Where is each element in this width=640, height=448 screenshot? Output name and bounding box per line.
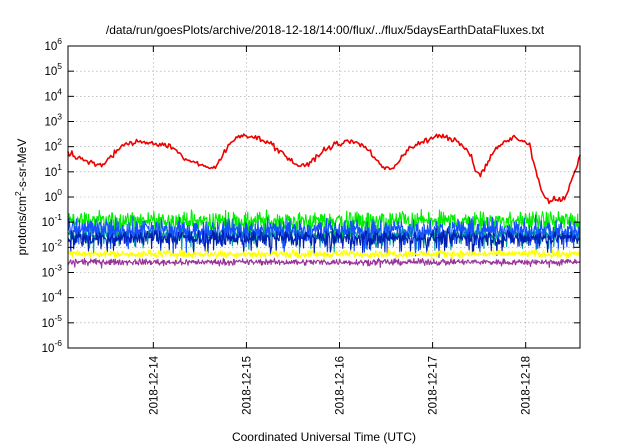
y-tick-label: 100 <box>44 187 62 204</box>
series-line <box>67 228 581 256</box>
data-series <box>67 133 581 269</box>
y-axis-label-exponent: 2 <box>13 191 23 196</box>
grid <box>68 46 580 348</box>
y-tick-label: 104 <box>44 86 62 103</box>
y-tick-label: 105 <box>44 61 62 78</box>
y-tick-label: 101 <box>44 162 62 179</box>
y-tick-label: 106 <box>44 36 62 53</box>
x-tick-labels: 2018-12-14 2018-12-15 2018-12-16 2018-12-17… <box>148 355 532 414</box>
series-line <box>67 133 581 205</box>
y-tick-label: 10-2 <box>42 237 63 254</box>
series-line <box>67 214 581 259</box>
y-axis-label-main: protons/cm <box>15 196 29 255</box>
axis-ticks <box>68 45 580 349</box>
y-tick-labels: 10-6 10-5 10-4 10-3 10-2 10-1 100 101 102 103 104 1… <box>42 36 63 355</box>
y-tick-label: 10-1 <box>42 212 63 229</box>
y-axis-label-units: -s-sr-MeV <box>15 139 29 192</box>
y-axis-label: protons/cm2-s-sr-MeV <box>13 139 29 256</box>
series-line <box>67 257 581 269</box>
chart-title: /data/run/goesPlots/archive/2018-12-18/1… <box>106 23 545 37</box>
series-line <box>67 248 581 262</box>
x-tick-label: 2018-12-18 <box>521 356 533 415</box>
x-tick-label: 2018-12-17 <box>428 356 440 415</box>
series-line <box>67 208 581 246</box>
y-tick-label: 10-6 <box>42 338 63 355</box>
x-tick-label: 2018-12-16 <box>335 356 347 415</box>
y-tick-label: 10-4 <box>42 288 63 305</box>
y-tick-label: 10-3 <box>42 263 63 280</box>
y-tick-label: 103 <box>44 112 62 129</box>
y-tick-label: 10-5 <box>42 313 63 330</box>
x-tick-label: 2018-12-15 <box>241 356 253 415</box>
x-tick-label: 2018-12-14 <box>148 355 160 414</box>
x-axis-label: Coordinated Universal Time (UTC) <box>232 430 416 444</box>
y-tick-label: 102 <box>44 137 62 154</box>
